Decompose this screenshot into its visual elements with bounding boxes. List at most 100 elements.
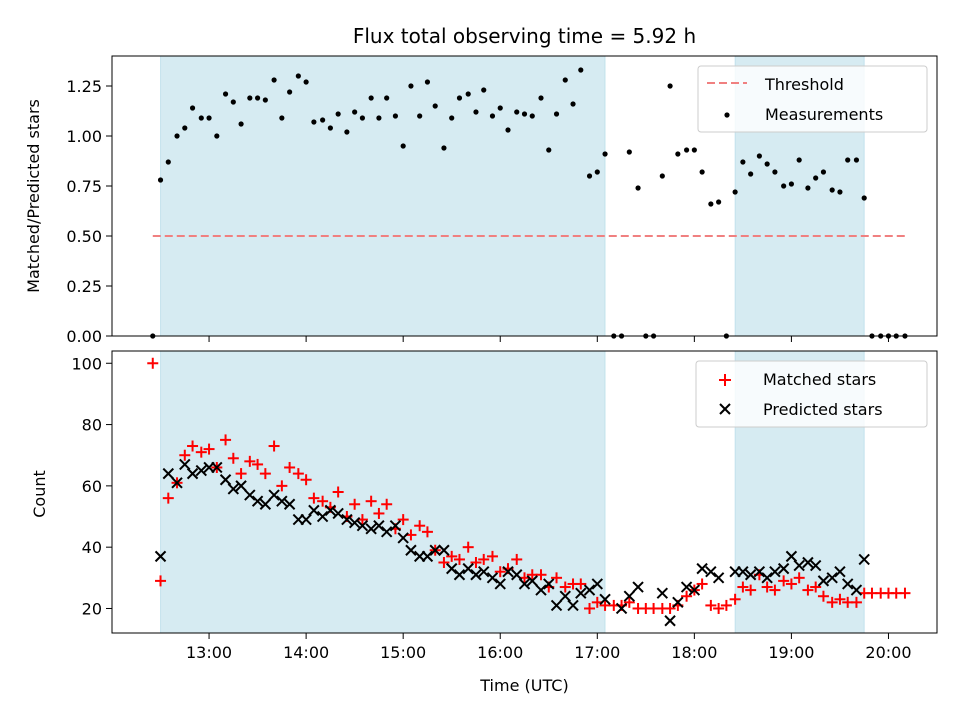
top-panel: 0.00 0.25 0.50 0.75 1.00 1.25 Flux total obse… — [24, 24, 938, 346]
x-axis-label: Time (UTC) — [479, 676, 568, 695]
predicted-star-point — [632, 581, 644, 593]
measurement-point — [796, 157, 802, 163]
top-x-ticks — [208, 336, 889, 342]
matched-star-point — [292, 468, 304, 480]
predicted-star-point — [251, 495, 264, 507]
predicted-star-point — [696, 562, 708, 575]
measurement-point — [699, 169, 705, 175]
matched-star-point — [785, 578, 797, 590]
x-tick-label: 14:00 — [283, 643, 329, 662]
predicted-star-point — [526, 575, 538, 587]
predicted-star-point — [850, 584, 863, 596]
predicted-star-point — [211, 461, 223, 474]
top-chart-title: Flux total observing time = 5.92 h — [353, 24, 696, 48]
predicted-star-point — [195, 464, 208, 477]
measurement-point — [748, 171, 754, 177]
matched-star-point — [834, 593, 846, 605]
matched-star-point — [761, 581, 773, 593]
measurement-point — [529, 113, 535, 119]
predicted-star-point — [219, 474, 232, 486]
predicted-star-point — [308, 504, 320, 517]
matched-star-point — [535, 569, 547, 581]
measurement-point — [756, 153, 762, 159]
predicted-star-point — [502, 565, 514, 578]
x-tick-label: 16:00 — [477, 643, 523, 662]
measurement-point — [230, 99, 236, 105]
matched-star-point — [147, 357, 159, 369]
measurement-point — [222, 91, 229, 97]
predicted-star-point — [559, 590, 571, 602]
matched-star-point — [817, 590, 829, 602]
measurement-point — [497, 105, 503, 111]
predicted-star-point — [567, 599, 579, 612]
predicted-star-point — [744, 569, 757, 581]
measurement-point — [562, 77, 568, 83]
top-observing-window-1 — [160, 55, 606, 337]
matched-star-point — [850, 596, 862, 608]
measurement-point — [764, 161, 770, 167]
measurement-point — [384, 95, 390, 101]
x-tick-label: 15:00 — [380, 643, 426, 662]
predicted-star-point — [445, 562, 458, 575]
measurement-point — [287, 89, 293, 95]
measurement-point — [837, 189, 843, 195]
measurement-point — [344, 129, 350, 135]
predicted-star-point — [332, 507, 344, 520]
matched-star-point — [244, 455, 256, 467]
matched-star-point — [220, 434, 232, 446]
matched-star-point — [259, 468, 271, 480]
predicted-star-point — [429, 544, 441, 556]
predicted-star-point — [405, 544, 417, 556]
measurement-point — [424, 79, 431, 85]
measurement-point — [732, 189, 738, 195]
predicted-star-point — [656, 587, 669, 599]
predicted-star-point — [615, 602, 628, 615]
predicted-star-point — [793, 559, 805, 572]
predicted-star-point — [171, 477, 183, 489]
predicted-star-point — [817, 575, 830, 587]
measurement-point — [514, 109, 520, 115]
predicted-star-point — [575, 587, 587, 599]
measurement-point — [368, 95, 374, 101]
predicted-star-point — [154, 550, 167, 563]
measurement-point — [546, 147, 552, 153]
measurement-point — [441, 145, 447, 151]
bottom-observing-window-1 — [160, 350, 606, 634]
bottom-y-tick-label: 80 — [82, 416, 102, 435]
predicted-star-point — [688, 584, 701, 596]
measurement-point — [521, 111, 528, 117]
predicted-star-point — [518, 578, 531, 590]
measurement-point — [320, 117, 326, 123]
predicted-star-point — [785, 550, 798, 563]
predicted-star-point — [389, 520, 402, 532]
predicted-star-point — [680, 581, 693, 593]
predicted-star-point — [809, 559, 822, 572]
top-axes-frame — [111, 55, 938, 337]
matched-star-point — [486, 550, 498, 562]
predicted-star-point — [283, 498, 296, 510]
measurement-point — [359, 115, 366, 121]
matched-star-point — [268, 440, 280, 452]
predicted-star-point — [397, 532, 409, 544]
matched-star-point — [575, 578, 587, 590]
matched-star-point — [826, 596, 838, 608]
measurement-point — [626, 149, 632, 155]
measurement-point — [861, 195, 867, 201]
measurement-point — [829, 187, 835, 193]
predicted-star-point — [599, 593, 611, 605]
measurement-point — [262, 97, 268, 103]
bottom-x-ticks: 13:00 14:00 15:00 16:00 17:00 18:00 19:00 20:00 — [186, 633, 912, 662]
predicted-star-point — [511, 569, 523, 581]
measurement-point — [465, 91, 471, 97]
predicted-star-point — [227, 483, 240, 495]
top-y-tick-label: 1.25 — [66, 77, 102, 96]
measurement-point — [635, 185, 641, 191]
matched-star-point — [187, 440, 199, 452]
predicted-star-point — [802, 556, 814, 569]
matched-star-point — [551, 572, 563, 584]
measurement-point — [853, 157, 860, 163]
predicted-star-point — [478, 565, 490, 578]
matched-star-point — [696, 578, 708, 590]
matched-star-point — [195, 446, 207, 458]
